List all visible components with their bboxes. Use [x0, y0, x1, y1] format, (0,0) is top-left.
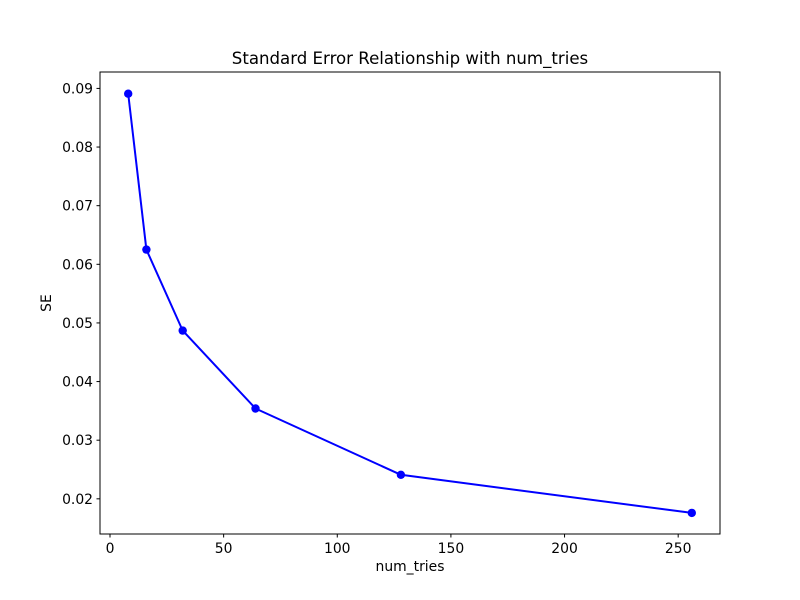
- data-point: [687, 508, 696, 518]
- series-line: [127, 93, 692, 514]
- data-point: [142, 245, 151, 254]
- y-tick-label: 0.06: [62, 257, 93, 273]
- y-axis-label: SE: [39, 294, 55, 312]
- x-tick-label: 150: [438, 541, 465, 557]
- y-tick-label: 0.05: [62, 316, 93, 332]
- x-tick-label: 100: [324, 541, 351, 557]
- line-series: [124, 89, 696, 518]
- chart-title: Standard Error Relationship with num_tri…: [232, 49, 588, 69]
- data-point: [178, 326, 187, 335]
- data-point: [124, 89, 133, 98]
- data-point: [396, 470, 406, 479]
- y-tick-label: 0.08: [62, 140, 93, 156]
- y-tick-label: 0.07: [62, 199, 93, 215]
- x-axis-label: num_tries: [376, 559, 445, 575]
- axis-ticks: 0 50 100 150 200 250 0.02 0.03 0.04 0.05 0.06 0.07 0…: [62, 81, 691, 557]
- y-tick-label: 0.02: [62, 492, 93, 508]
- x-tick-label: 50: [215, 541, 233, 557]
- x-tick-label: 0: [106, 541, 115, 557]
- plot-area: [99, 71, 721, 535]
- y-tick-label: 0.04: [62, 375, 93, 391]
- y-tick-label: 0.09: [62, 81, 93, 97]
- y-tick-label: 0.03: [62, 433, 93, 449]
- x-tick-label: 200: [551, 541, 578, 557]
- x-tick-label: 250: [665, 541, 692, 557]
- data-point: [251, 404, 260, 413]
